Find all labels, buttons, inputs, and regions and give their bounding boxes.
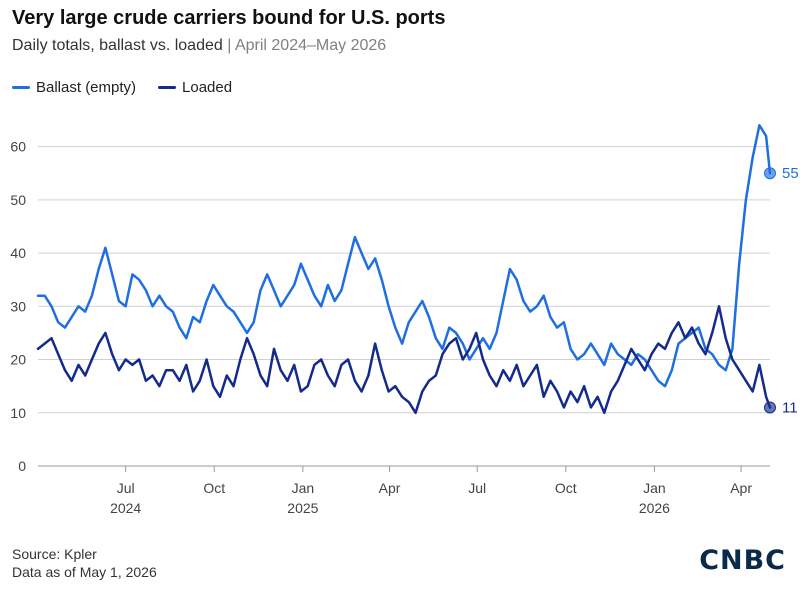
series-end-marker-ballast xyxy=(764,167,776,180)
series-end-marker-loaded xyxy=(764,401,776,414)
data-date-note: Data as of May 1, 2026 xyxy=(12,564,157,580)
series-end-label-ballast: 55 xyxy=(782,165,799,182)
legend-swatch-loaded xyxy=(158,86,177,89)
source-note: Source: Kpler xyxy=(12,546,97,562)
subtitle-range: April 2024–May 2026 xyxy=(234,37,387,54)
line-chart: 0 10 20 30 40 50 60 Jul 2024 Oct Jan 2025 Apr Jul Oct J… xyxy=(10,124,799,516)
x-tick-label: Oct xyxy=(555,480,577,496)
subtitle-separator: | xyxy=(227,37,232,54)
y-tick-label: 40 xyxy=(10,245,26,261)
legend-label-loaded: Loaded xyxy=(182,79,233,96)
y-tick-label: 0 xyxy=(18,458,26,474)
y-tick-label: 10 xyxy=(10,405,26,421)
y-tick-label: 50 xyxy=(10,192,26,208)
y-tick-label: 20 xyxy=(10,352,26,368)
x-tick-label: Jan xyxy=(292,480,315,496)
legend-item-ballast: Ballast (empty) xyxy=(12,79,136,96)
subtitle-main: Daily totals, ballast vs. loaded xyxy=(12,37,223,54)
y-tick-label: 60 xyxy=(10,139,26,155)
legend-swatch-ballast xyxy=(12,86,30,89)
x-tick-label: Jul xyxy=(117,480,135,496)
y-tick-label: 30 xyxy=(10,298,26,314)
legend-label-ballast: Ballast (empty) xyxy=(36,79,137,96)
legend-item-loaded: Loaded xyxy=(158,79,232,96)
x-tick-year-label: 2024 xyxy=(110,500,141,516)
x-tick-label: Jul xyxy=(468,480,486,496)
x-tick-label: Apr xyxy=(379,480,401,496)
x-tick-year-label: 2025 xyxy=(287,500,318,516)
x-tick-label: Oct xyxy=(203,480,225,496)
series-end-label-loaded: 11 xyxy=(782,399,798,416)
chart-title: Very large crude carriers bound for U.S.… xyxy=(12,7,446,29)
x-tick-label: Apr xyxy=(730,480,752,496)
x-tick-year-label: 2026 xyxy=(639,500,670,516)
series-line-loaded xyxy=(36,305,772,415)
cnbc-logo: CNBC xyxy=(699,545,786,576)
chart-subtitle: Daily totals, ballast vs. loaded | April… xyxy=(12,37,386,55)
series-line-ballast xyxy=(36,124,772,388)
x-tick-label: Jan xyxy=(643,480,666,496)
chart-legend: Ballast (empty) Loaded xyxy=(12,79,254,96)
